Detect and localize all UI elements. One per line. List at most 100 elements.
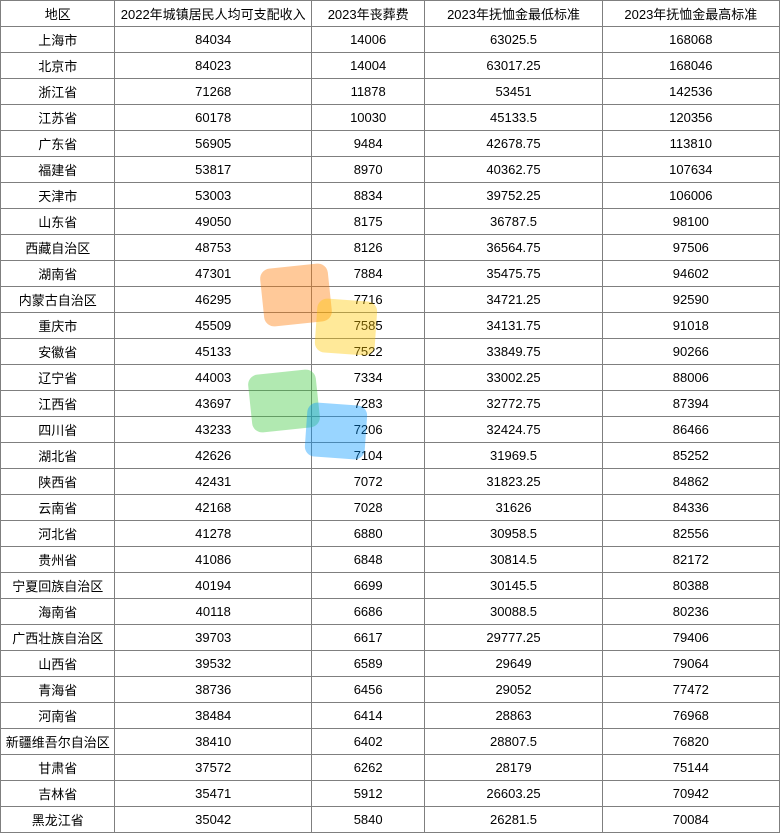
cell: 14006 [311, 27, 424, 53]
cell: 44003 [115, 365, 311, 391]
table-row: 陕西省42431707231823.2584862 [1, 469, 780, 495]
header-row: 地区 2022年城镇居民人均可支配收入 2023年丧葬费 2023年抚恤金最低标… [1, 1, 780, 27]
table-row: 河北省41278688030958.582556 [1, 521, 780, 547]
table-row: 内蒙古自治区46295771634721.2592590 [1, 287, 780, 313]
cell: 35042 [115, 807, 311, 833]
cell: 黑龙江省 [1, 807, 115, 833]
cell: 53003 [115, 183, 311, 209]
col-region: 地区 [1, 1, 115, 27]
cell: 6880 [311, 521, 424, 547]
cell: 36564.75 [425, 235, 602, 261]
cell: 168068 [602, 27, 779, 53]
cell: 120356 [602, 105, 779, 131]
cell: 宁夏回族自治区 [1, 573, 115, 599]
cell: 31969.5 [425, 443, 602, 469]
cell: 7716 [311, 287, 424, 313]
cell: 37572 [115, 755, 311, 781]
cell: 75144 [602, 755, 779, 781]
cell: 33849.75 [425, 339, 602, 365]
cell: 90266 [602, 339, 779, 365]
cell: 5840 [311, 807, 424, 833]
cell: 30958.5 [425, 521, 602, 547]
income-funeral-pension-table: 地区 2022年城镇居民人均可支配收入 2023年丧葬费 2023年抚恤金最低标… [0, 0, 780, 833]
table-row: 河南省3848464142886376968 [1, 703, 780, 729]
cell: 6686 [311, 599, 424, 625]
cell: 32772.75 [425, 391, 602, 417]
cell: 29052 [425, 677, 602, 703]
table-row: 黑龙江省35042584026281.570084 [1, 807, 780, 833]
cell: 7884 [311, 261, 424, 287]
table-row: 云南省4216870283162684336 [1, 495, 780, 521]
table-row: 江苏省601781003045133.5120356 [1, 105, 780, 131]
cell: 40118 [115, 599, 311, 625]
cell: 39703 [115, 625, 311, 651]
table-row: 湖南省47301788435475.7594602 [1, 261, 780, 287]
table-row: 安徽省45133752233849.7590266 [1, 339, 780, 365]
cell: 85252 [602, 443, 779, 469]
table-row: 上海市840341400663025.5168068 [1, 27, 780, 53]
col-funeral-2023: 2023年丧葬费 [311, 1, 424, 27]
cell: 35471 [115, 781, 311, 807]
cell: 77472 [602, 677, 779, 703]
cell: 5912 [311, 781, 424, 807]
cell: 92590 [602, 287, 779, 313]
table-row: 西藏自治区48753812636564.7597506 [1, 235, 780, 261]
cell: 107634 [602, 157, 779, 183]
table-row: 福建省53817897040362.75107634 [1, 157, 780, 183]
cell: 江苏省 [1, 105, 115, 131]
cell: 63017.25 [425, 53, 602, 79]
cell: 28863 [425, 703, 602, 729]
cell: 6589 [311, 651, 424, 677]
cell: 33002.25 [425, 365, 602, 391]
cell: 56905 [115, 131, 311, 157]
cell: 94602 [602, 261, 779, 287]
cell: 38484 [115, 703, 311, 729]
cell: 11878 [311, 79, 424, 105]
cell: 70084 [602, 807, 779, 833]
table-row: 重庆市45509758534131.7591018 [1, 313, 780, 339]
cell: 6414 [311, 703, 424, 729]
table-row: 北京市840231400463017.25168046 [1, 53, 780, 79]
cell: 7283 [311, 391, 424, 417]
cell: 38410 [115, 729, 311, 755]
table-row: 贵州省41086684830814.582172 [1, 547, 780, 573]
table-body: 上海市840341400663025.5168068北京市84023140046… [1, 27, 780, 833]
cell: 8834 [311, 183, 424, 209]
cell: 广西壮族自治区 [1, 625, 115, 651]
cell: 天津市 [1, 183, 115, 209]
cell: 49050 [115, 209, 311, 235]
cell: 7522 [311, 339, 424, 365]
cell: 84862 [602, 469, 779, 495]
table-row: 湖北省42626710431969.585252 [1, 443, 780, 469]
cell: 40362.75 [425, 157, 602, 183]
cell: 28807.5 [425, 729, 602, 755]
cell: 7104 [311, 443, 424, 469]
cell: 29649 [425, 651, 602, 677]
cell: 6456 [311, 677, 424, 703]
cell: 山东省 [1, 209, 115, 235]
cell: 43233 [115, 417, 311, 443]
col-pension-min: 2023年抚恤金最低标准 [425, 1, 602, 27]
table-row: 辽宁省44003733433002.2588006 [1, 365, 780, 391]
cell: 38736 [115, 677, 311, 703]
cell: 山西省 [1, 651, 115, 677]
cell: 陕西省 [1, 469, 115, 495]
cell: 45133 [115, 339, 311, 365]
cell: 湖南省 [1, 261, 115, 287]
cell: 重庆市 [1, 313, 115, 339]
cell: 53451 [425, 79, 602, 105]
cell: 79064 [602, 651, 779, 677]
table-row: 宁夏回族自治区40194669930145.580388 [1, 573, 780, 599]
cell: 7585 [311, 313, 424, 339]
cell: 甘肃省 [1, 755, 115, 781]
cell: 辽宁省 [1, 365, 115, 391]
table-row: 浙江省712681187853451142536 [1, 79, 780, 105]
cell: 34131.75 [425, 313, 602, 339]
col-pension-max: 2023年抚恤金最高标准 [602, 1, 779, 27]
cell: 31626 [425, 495, 602, 521]
cell: 113810 [602, 131, 779, 157]
cell: 84034 [115, 27, 311, 53]
cell: 35475.75 [425, 261, 602, 287]
cell: 87394 [602, 391, 779, 417]
table-row: 广西壮族自治区39703661729777.2579406 [1, 625, 780, 651]
